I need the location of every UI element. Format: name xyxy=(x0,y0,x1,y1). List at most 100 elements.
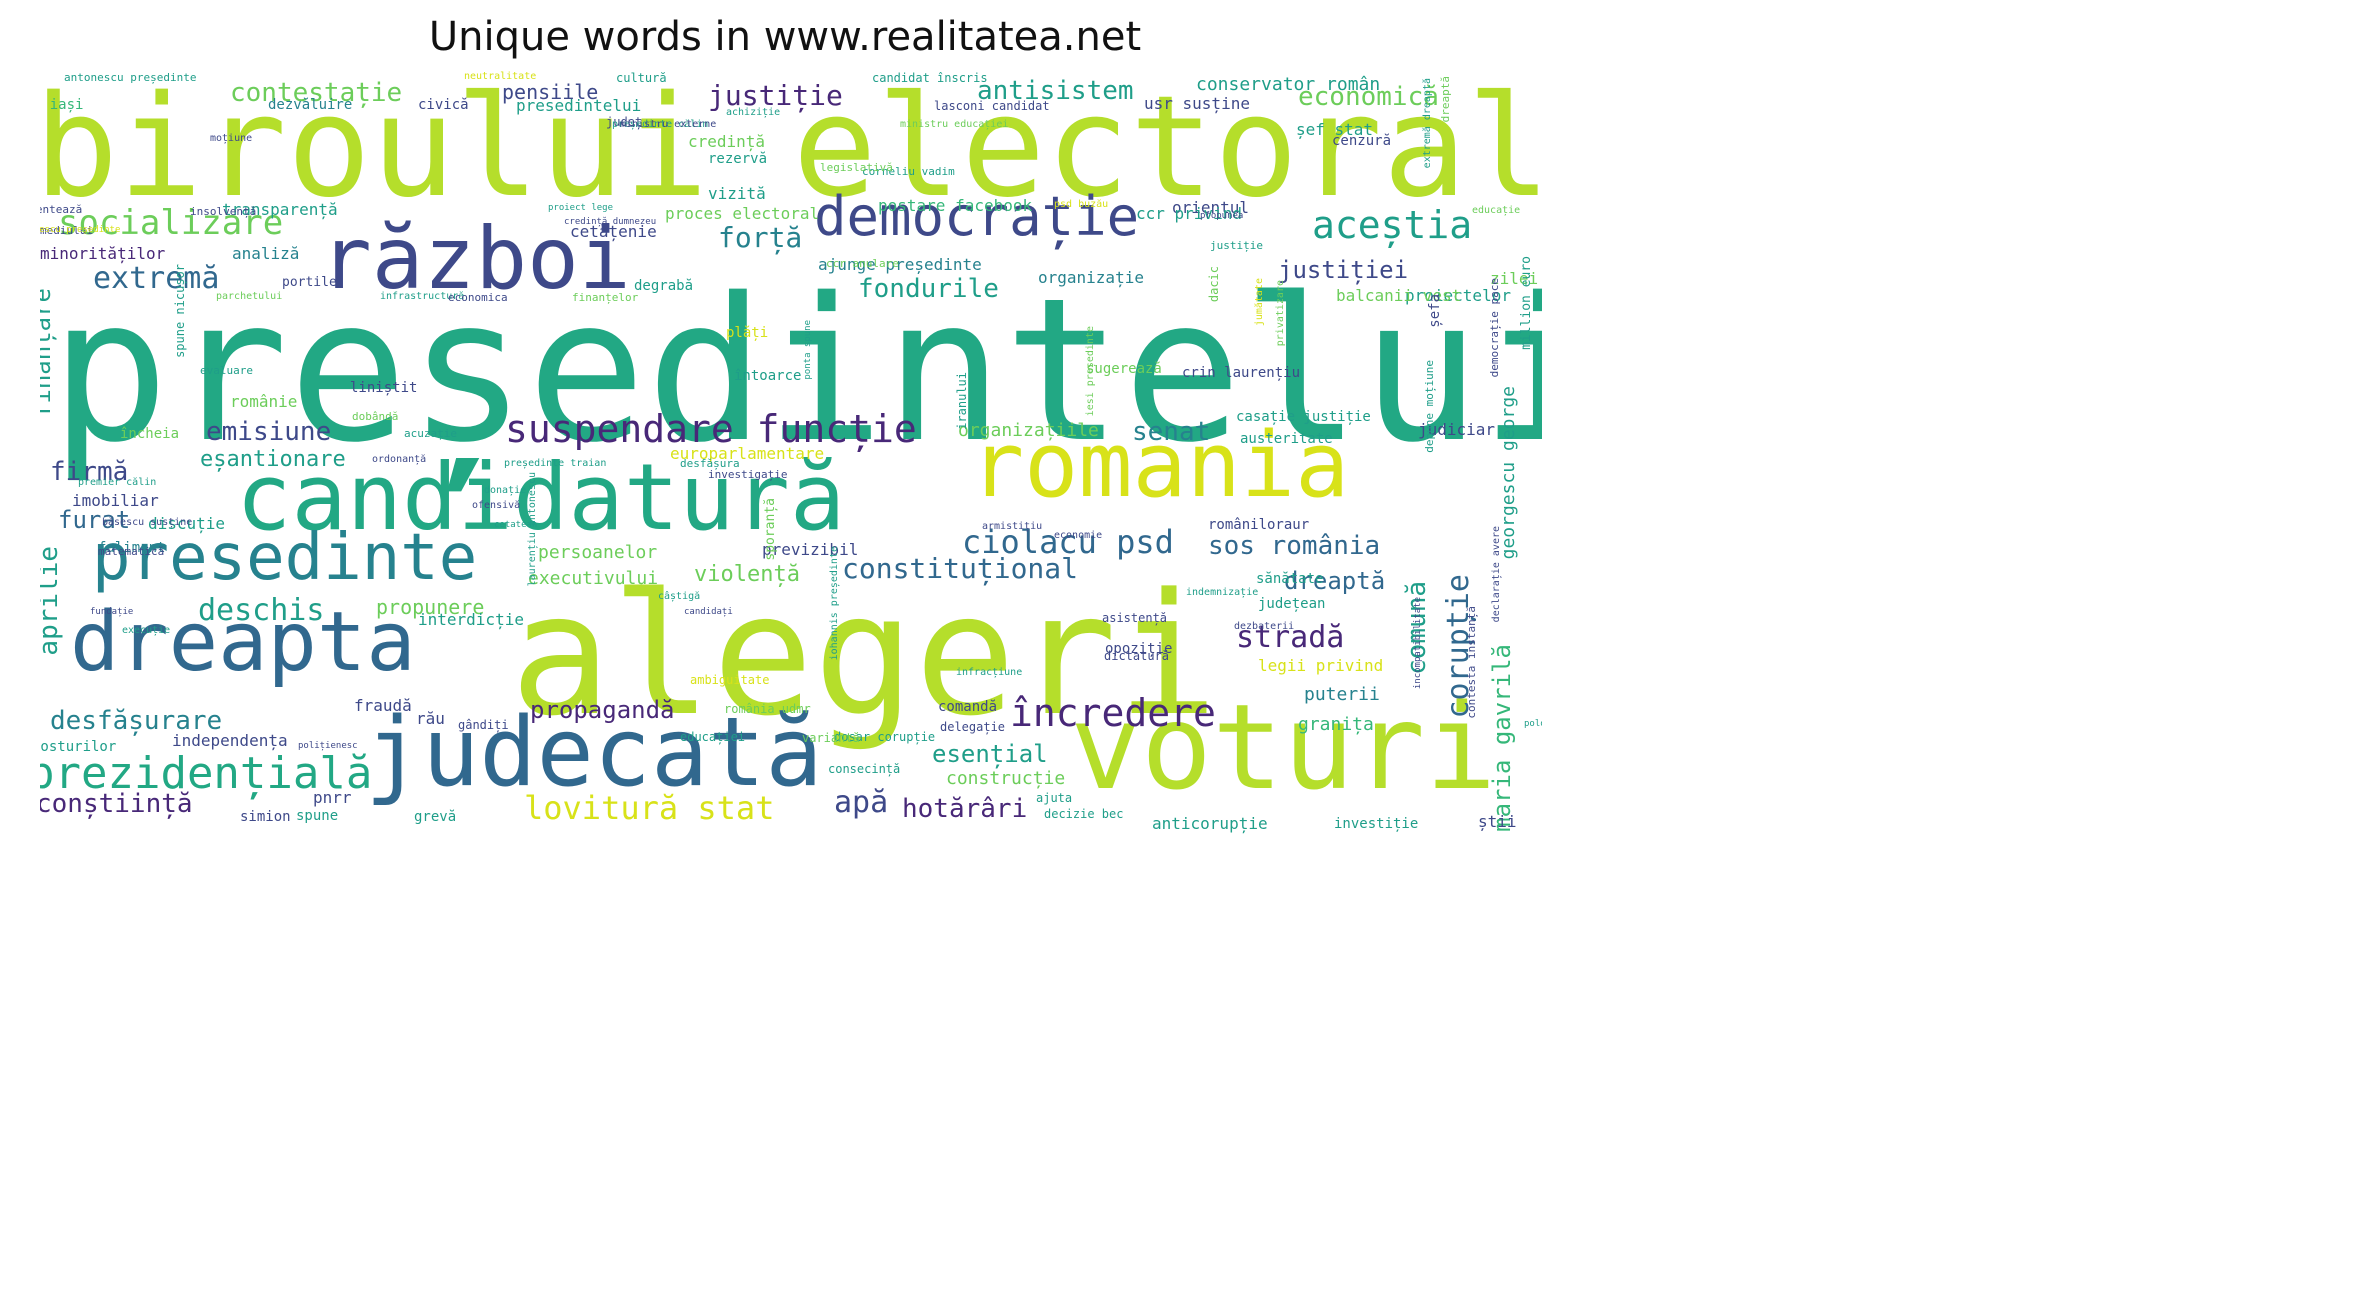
cloud-word: fondurile xyxy=(858,274,999,304)
cloud-word: achiziție xyxy=(726,107,781,118)
cloud-word: execuție xyxy=(122,625,171,636)
cloud-word: interdicție xyxy=(418,610,524,629)
cloud-word: discuție xyxy=(148,514,226,533)
cloud-word: româniloraur xyxy=(1208,517,1310,533)
cloud-word: moțiune xyxy=(210,133,253,144)
cloud-word: asistență xyxy=(1102,611,1168,625)
cloud-word: portile xyxy=(282,275,337,290)
cloud-word: credință dumnezeu xyxy=(564,217,657,227)
cloud-word: ministru educației xyxy=(900,119,1009,130)
cloud-word: austeritate xyxy=(1240,431,1333,447)
cloud-word: neutralitate xyxy=(464,71,537,82)
cloud-word: cultură xyxy=(616,71,667,85)
cloud-word: independența xyxy=(172,731,288,750)
cloud-word: posturilor xyxy=(40,739,117,755)
cloud-word: justiție xyxy=(1210,239,1263,252)
cloud-word: decizie bec xyxy=(1044,807,1124,821)
cloud-word: presedintelui xyxy=(516,96,642,115)
cloud-word: simion xyxy=(240,809,291,825)
cloud-word: cetățenie xyxy=(570,222,657,241)
cloud-word: finanțare xyxy=(40,288,56,419)
cloud-word: constituțional xyxy=(842,552,1079,585)
cloud-word: comentează xyxy=(40,203,83,216)
cloud-word: știi xyxy=(1478,812,1517,831)
cloud-word: iranului xyxy=(955,372,969,430)
cloud-word: ponta spune xyxy=(803,320,813,380)
cloud-word: județean xyxy=(1258,596,1326,612)
cloud-word: președinte traian xyxy=(504,458,607,469)
cloud-word: judiciar xyxy=(1418,420,1496,439)
cloud-word: depune moțiune xyxy=(1423,360,1436,453)
cloud-word: economică xyxy=(1298,82,1439,112)
cloud-word: evaluare xyxy=(200,364,253,377)
cloud-word: propunea xyxy=(1200,211,1244,221)
cloud-word: prezidențială xyxy=(40,748,373,799)
cloud-word: lasconi candidat xyxy=(934,99,1050,113)
cloud-word: sporanță xyxy=(763,498,778,561)
word-cloud-figure: Unique words in www.realitatea.net preșe… xyxy=(0,0,1570,859)
cloud-word: analiză xyxy=(232,244,300,263)
cloud-word: investiție xyxy=(1334,816,1419,832)
cloud-word: liniștit xyxy=(350,380,418,396)
cloud-word: lovitură stat xyxy=(524,789,775,827)
cloud-word: variantă xyxy=(802,731,860,745)
cloud-word: organizație xyxy=(1038,268,1144,287)
cloud-word: psd buzău xyxy=(1054,199,1109,210)
cloud-word: extremă dreaptă xyxy=(1422,78,1433,169)
cloud-word: vizită xyxy=(708,184,766,203)
cloud-word: pensiile xyxy=(502,80,599,104)
cloud-word: dacic xyxy=(1207,266,1221,303)
cloud-word: acuzație xyxy=(404,427,457,440)
cloud-word: construcție xyxy=(946,768,1066,789)
cloud-word: dreaptă xyxy=(1284,567,1386,595)
cloud-word: romania xyxy=(970,413,1350,518)
cloud-word: emisiune xyxy=(206,417,332,447)
cloud-word: senat xyxy=(1132,417,1211,447)
cloud-word: fundație xyxy=(90,607,134,617)
cloud-word: zilei xyxy=(1490,269,1539,288)
cloud-word: casație justiție xyxy=(1236,409,1371,425)
cloud-word: polițienesc xyxy=(298,741,358,751)
cloud-word: consecință xyxy=(828,762,901,776)
cloud-word: poloneze xyxy=(1524,719,1542,729)
cloud-word: dreaptă xyxy=(1439,76,1452,123)
cloud-word: spune nicușor xyxy=(173,264,187,358)
cloud-word: socializare xyxy=(58,203,284,243)
cloud-word: degrabă xyxy=(634,278,694,294)
cloud-word: incompatibilitate xyxy=(1413,597,1423,690)
cloud-word: băsescu susține xyxy=(102,517,193,528)
cloud-word: proces electoral xyxy=(665,204,820,223)
cloud-word: alegeri xyxy=(510,557,1219,753)
cloud-word: candidatură xyxy=(236,444,846,551)
cloud-word: civică xyxy=(418,97,469,113)
cloud-word: șefa xyxy=(1427,294,1443,328)
cloud-word: plăți xyxy=(726,325,769,341)
cloud-word: ajuta xyxy=(1036,791,1073,805)
cloud-word: crin laurențiu xyxy=(1182,365,1301,381)
cloud-word: ciolacu psd xyxy=(962,523,1174,561)
cloud-word: sănătate xyxy=(1256,571,1324,587)
cloud-word: extremă xyxy=(93,261,220,296)
cloud-word: apă xyxy=(834,785,889,820)
cloud-word: transparență xyxy=(222,200,338,219)
cloud-word: faliment xyxy=(98,540,166,556)
cloud-word: candidați xyxy=(684,607,733,617)
cloud-word: forță xyxy=(718,221,803,254)
cloud-word: educației xyxy=(680,730,746,744)
cloud-word: democrație pace xyxy=(1488,278,1501,378)
cloud-word: aceștia xyxy=(1312,203,1473,247)
cloud-word: biroului electoral xyxy=(40,66,1542,229)
cloud-word: cenzură xyxy=(1332,133,1392,149)
cloud-word: mediului xyxy=(40,224,93,237)
cloud-word: rezervă xyxy=(708,151,768,167)
cloud-word: democrație xyxy=(814,185,1140,248)
cloud-word: esențial xyxy=(932,740,1048,768)
cloud-word: georgescu george xyxy=(1498,386,1519,560)
cloud-word: președintelui xyxy=(50,255,1542,486)
cloud-word: desfășurare xyxy=(50,706,223,736)
cloud-word: finanțelor xyxy=(572,291,639,304)
cloud-word: contestație xyxy=(230,78,403,108)
cloud-word: încredere xyxy=(1010,691,1216,735)
cloud-word: maria gavrilă xyxy=(1488,644,1516,832)
cloud-word: jumătate xyxy=(1254,278,1265,327)
